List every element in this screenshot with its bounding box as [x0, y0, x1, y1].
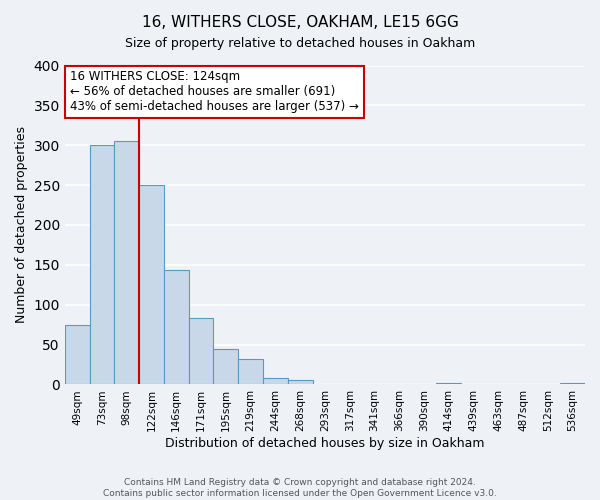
- Bar: [139, 185, 164, 384]
- Bar: [188, 318, 214, 384]
- Bar: [65, 326, 89, 384]
- Text: Size of property relative to detached houses in Oakham: Size of property relative to detached ho…: [125, 38, 475, 51]
- Bar: [115, 142, 139, 384]
- Bar: [89, 145, 115, 384]
- Y-axis label: Number of detached properties: Number of detached properties: [15, 126, 28, 324]
- Text: Contains HM Land Registry data © Crown copyright and database right 2024.
Contai: Contains HM Land Registry data © Crown c…: [103, 478, 497, 498]
- Bar: [436, 383, 461, 384]
- Bar: [263, 378, 288, 384]
- Text: 16, WITHERS CLOSE, OAKHAM, LE15 6GG: 16, WITHERS CLOSE, OAKHAM, LE15 6GG: [142, 15, 458, 30]
- Bar: [214, 350, 238, 384]
- Bar: [288, 380, 313, 384]
- Bar: [164, 270, 188, 384]
- X-axis label: Distribution of detached houses by size in Oakham: Distribution of detached houses by size …: [165, 437, 485, 450]
- Bar: [238, 359, 263, 384]
- Text: 16 WITHERS CLOSE: 124sqm
← 56% of detached houses are smaller (691)
43% of semi-: 16 WITHERS CLOSE: 124sqm ← 56% of detach…: [70, 70, 359, 114]
- Bar: [560, 383, 585, 384]
